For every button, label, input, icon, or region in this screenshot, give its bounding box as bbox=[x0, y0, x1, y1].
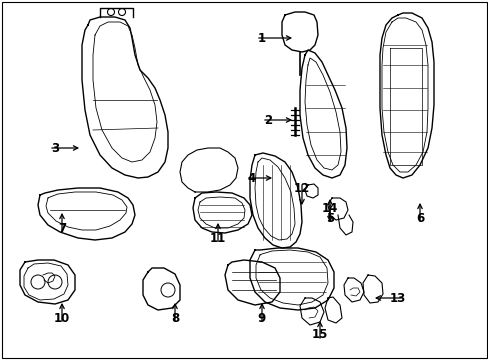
Text: 7: 7 bbox=[58, 221, 66, 234]
Text: 13: 13 bbox=[389, 292, 406, 305]
Text: 15: 15 bbox=[311, 328, 327, 342]
Text: 2: 2 bbox=[264, 113, 271, 126]
Text: 4: 4 bbox=[247, 171, 256, 184]
Text: 11: 11 bbox=[209, 231, 225, 244]
Text: 6: 6 bbox=[415, 211, 423, 225]
Text: 12: 12 bbox=[293, 181, 309, 194]
Text: 1: 1 bbox=[257, 31, 265, 45]
Text: 3: 3 bbox=[51, 141, 59, 154]
Text: 14: 14 bbox=[321, 202, 338, 215]
Text: 10: 10 bbox=[54, 311, 70, 324]
Text: 8: 8 bbox=[170, 311, 179, 324]
Text: 5: 5 bbox=[325, 211, 333, 225]
Text: 9: 9 bbox=[257, 311, 265, 324]
